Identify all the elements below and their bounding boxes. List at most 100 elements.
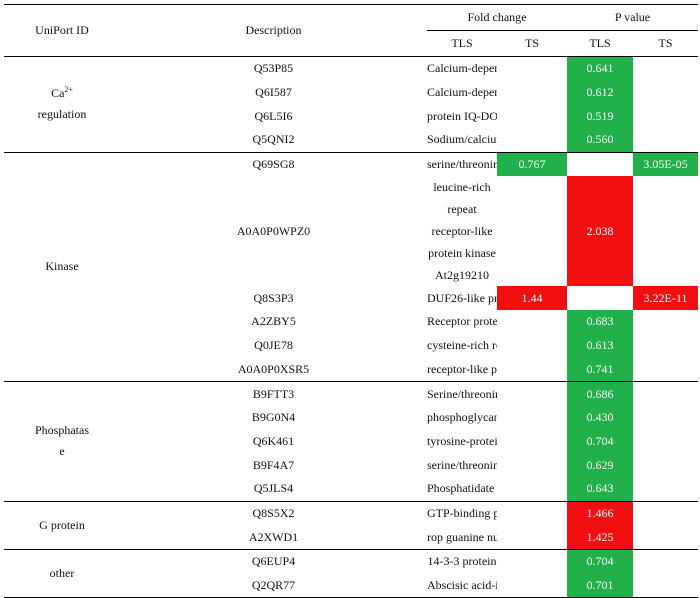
- fold-change-tls-cell: [497, 57, 567, 81]
- description-cell: cysteine-rich receptor-like protein kina…: [427, 338, 497, 353]
- group-label-text: Phosphatas: [35, 423, 89, 438]
- group-label-text: G protein: [39, 517, 85, 532]
- group-label-text: other: [49, 566, 75, 581]
- p-value-tls-cell: [633, 57, 698, 81]
- group-label-text-line2: e: [59, 444, 65, 459]
- header-fold-change: Fold change: [427, 4, 567, 31]
- fold-change-tls-cell: [497, 501, 567, 525]
- description-cell: Calcium-dependent protein kinase 24: [427, 61, 497, 76]
- fold-change-tls-cell: [497, 550, 567, 574]
- p-value-tls-cell: [633, 476, 698, 502]
- uniprot-id-cell: A0A0P0XSR5: [120, 357, 427, 383]
- group-label: Kinase: [4, 152, 120, 383]
- uniprot-id-cell: Q8S3P3: [253, 290, 294, 305]
- description-cell: rop guanine nucleotide exchange factor 3: [427, 525, 497, 551]
- group-label: other: [4, 549, 120, 598]
- header-p-ts: TS: [633, 30, 698, 57]
- uniprot-id-cell: Q6I587: [255, 85, 292, 100]
- group-label-text-line2: regulation: [37, 107, 87, 122]
- uniprot-id-cell: A2XWD1: [120, 525, 427, 551]
- p-value-tls-cell: [633, 310, 698, 334]
- uniprot-id-cell: Q6EUP4: [251, 554, 296, 569]
- fold-change-tls-cell: 0.767: [497, 152, 567, 177]
- fold-change-ts-cell: 0.629: [567, 453, 633, 477]
- uniprot-id-cell: B9F4A7: [252, 457, 295, 472]
- table-row: Phosphatas e B9FTT3 Serine/threonine-protei…: [4, 381, 698, 502]
- fold-change-tls-cell: [497, 525, 567, 551]
- description-cell: Serine/threonine-protein phosphatase BSL…: [427, 386, 497, 401]
- description-line2: At2g19210: [435, 268, 489, 283]
- table-row: B9F4A7 serine/threonine-protein phosphata…: [4, 453, 698, 477]
- fold-change-tls-cell: [497, 81, 567, 105]
- uniprot-id-cell: Q0JE78: [254, 338, 293, 353]
- description-cell: Phosphatidate cytidylyltransferase: [427, 476, 497, 502]
- description-cell: Calcium-dependent protein kinase 15: [427, 85, 497, 100]
- uniprot-id-cell: Q8S5X2: [252, 505, 295, 520]
- description-cell: phosphoglycan phosphatase LSF1: [427, 410, 497, 425]
- p-value-tls-cell: 3.22E-11: [633, 286, 698, 311]
- description-cell: DUF26-like protein: [427, 290, 497, 305]
- fold-change-tls-cell: 1.44: [497, 286, 567, 311]
- table-row: A2ZBY5 Receptor protein kinase CLAVATA1 0.…: [4, 310, 698, 334]
- fold-change-ts-cell: [567, 152, 633, 176]
- fold-change-ts-cell: 1.466: [567, 501, 633, 526]
- fold-change-ts-cell: 0.612: [567, 80, 633, 105]
- p-value-tls-cell: [633, 334, 698, 358]
- header-p-tls: TLS: [567, 30, 633, 57]
- fold-change-tls-cell: [497, 128, 567, 153]
- header-uniprot-id: UniPort ID: [4, 4, 120, 57]
- group-label-text: Ca: [51, 86, 65, 101]
- uniprot-id-cell: B9G0N4: [251, 410, 296, 425]
- fold-change-ts-cell: 0.701: [567, 573, 633, 598]
- fold-change-tls-cell: [497, 476, 567, 502]
- fold-change-tls-cell: [497, 104, 567, 128]
- uniprot-id-cell: Q5QNI2: [120, 128, 427, 153]
- uniprot-id-cell: Q6K461: [252, 433, 295, 448]
- group-label-superscript: 2+: [64, 85, 73, 95]
- fold-change-ts-cell: 0.641: [567, 56, 633, 81]
- p-value-tls-cell: [633, 501, 698, 525]
- header-description: Description: [120, 4, 427, 57]
- group-label-text: Kinase: [45, 259, 79, 274]
- description-cell: leucine-rich repeat receptor-like protei…: [427, 176, 497, 286]
- description-cell: 14-3-3 protein: [427, 554, 497, 569]
- fold-change-ts-cell: 2.038: [567, 176, 633, 287]
- group-label: G protein: [4, 501, 120, 551]
- fold-change-ts-cell: 0.683: [567, 310, 633, 334]
- fold-change-tls-cell: [497, 310, 567, 334]
- p-value-tls-cell: [633, 573, 698, 598]
- fold-change-tls-cell: [497, 430, 567, 454]
- fold-change-ts-cell: 0.643: [567, 476, 633, 502]
- group-label: Ca2+ regulation: [4, 56, 120, 153]
- fold-change-tls-cell: [497, 357, 567, 383]
- table-row: B9G0N4 phosphoglycan phosphatase LSF1 0.43…: [4, 405, 698, 430]
- table-row: Kinase Q69SG8 serine/threonine-protein kin…: [4, 152, 698, 383]
- fold-change-tls-cell: [497, 382, 567, 406]
- fold-change-tls-cell: [497, 176, 567, 286]
- p-value-tls-cell: [633, 406, 698, 430]
- fold-change-ts-cell: 0.519: [567, 104, 633, 129]
- fold-change-tls-cell: [497, 453, 567, 477]
- fold-change-ts-cell: 0.613: [567, 333, 633, 358]
- description-cell: receptor-like protein kinase At4g00960: [427, 357, 497, 383]
- uniprot-id-cell: B9FTT3: [252, 386, 295, 401]
- table-row: Ca2+ regulation Q53P85 Calcium-dependent pr…: [4, 56, 698, 153]
- p-value-tls-cell: [633, 430, 698, 454]
- fold-change-tls-cell: [497, 334, 567, 358]
- table-body: Ca2+ regulation Q53P85 Calcium-dependent pr…: [4, 56, 698, 598]
- header-fc-ts: TS: [497, 30, 567, 57]
- p-value-tls-cell: [633, 382, 698, 406]
- description-line1: leucine-rich repeat receptor-like protei…: [428, 180, 496, 261]
- uniprot-id-cell: Q5JLS4: [120, 476, 427, 502]
- table-row: Q6K461 tyrosine-protein phosphatase DSP4 0…: [4, 429, 698, 454]
- table-row: A0A0P0WPZ0 leucine-rich repeat receptor-l…: [4, 176, 698, 287]
- description-cell: Abscisic acid-inducible: [427, 573, 497, 598]
- fold-change-ts-cell: 0.686: [567, 381, 633, 406]
- description-cell: Receptor protein kinase CLAVATA1: [427, 314, 497, 329]
- description-cell: Sodium/calcium exchanger protein: [427, 128, 497, 153]
- p-value-tls-cell: [633, 104, 698, 128]
- uniprot-id-cell: A2ZBY5: [251, 314, 296, 329]
